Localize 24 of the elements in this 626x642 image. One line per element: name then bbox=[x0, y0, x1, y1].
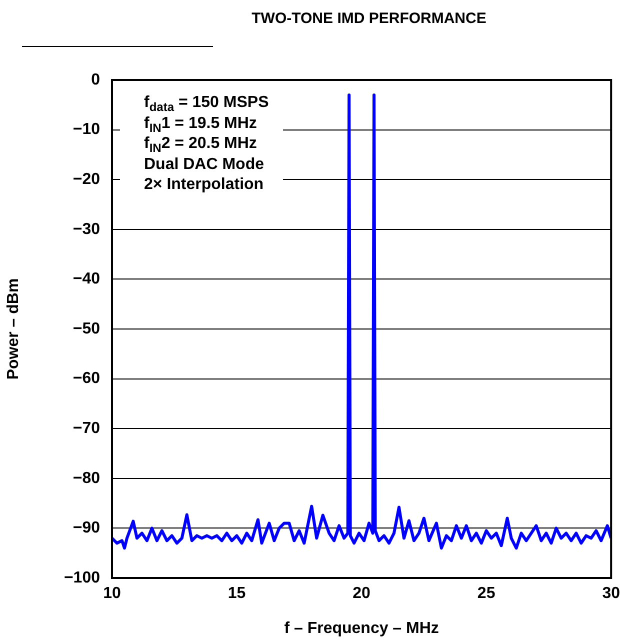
y-tick-label: −90 bbox=[72, 520, 100, 537]
annotation: Dual DAC Mode bbox=[144, 154, 265, 174]
x-tick-label: 20 bbox=[352, 585, 371, 602]
annotation: 2× Interpolation bbox=[144, 175, 265, 195]
y-tick-label: −10 bbox=[72, 121, 100, 138]
y-tick-label: −40 bbox=[72, 270, 100, 288]
annotation: f$_{IN}$2 = 20.5 MHz bbox=[144, 134, 258, 156]
x-tick-label: 15 bbox=[228, 585, 246, 602]
x-tick-label: 10 bbox=[103, 585, 121, 602]
chart-title: TWO-TONE IMD PERFORMANCE bbox=[250, 10, 488, 27]
y-axis-title: Power – dBm bbox=[5, 278, 22, 380]
y-tick-label: 0 bbox=[91, 71, 100, 88]
y-tick-label: −50 bbox=[72, 320, 100, 338]
annotation: f$_{IN}$1 = 19.5 MHz bbox=[144, 114, 258, 135]
x-tick-label: 25 bbox=[477, 585, 496, 602]
y-tick-label: −100 bbox=[64, 569, 100, 586]
x-tick-label: 30 bbox=[602, 585, 620, 602]
x-axis-title: f – Frequency – MHz bbox=[284, 620, 439, 637]
y-tick-label: −80 bbox=[72, 470, 100, 487]
y-tick-label: −30 bbox=[72, 220, 100, 238]
annotation: f$_{data}$ = 150 MSPS bbox=[144, 93, 269, 114]
y-tick-label: −20 bbox=[72, 171, 100, 188]
y-tick-label: −70 bbox=[72, 420, 100, 438]
y-tick-label: −60 bbox=[72, 370, 100, 388]
